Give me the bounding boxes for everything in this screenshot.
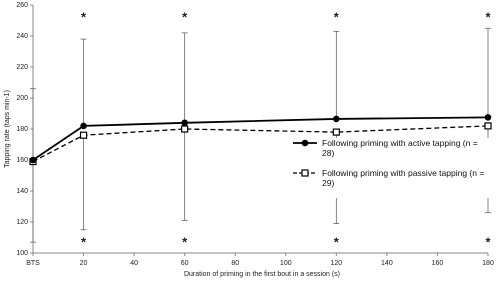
legend-item: Following priming with active tapping (n…	[292, 138, 492, 158]
significance-marker: *	[334, 9, 340, 24]
x-tick-label: BTS	[26, 260, 40, 267]
y-tick-label: 240	[16, 33, 28, 40]
x-tick-label: 60	[181, 260, 189, 267]
x-tick-label: 120	[330, 260, 342, 267]
significance-marker: *	[485, 234, 491, 249]
significance-marker: *	[485, 9, 491, 24]
y-tick-label: 140	[16, 188, 28, 195]
significance-marker: *	[334, 234, 340, 249]
y-axis-title: Tapping rate (taps min-1)	[4, 90, 11, 168]
data-point	[181, 125, 189, 133]
data-point	[80, 122, 87, 130]
legend-label: Following priming with passive tapping (…	[322, 168, 485, 188]
x-tick-label: 180	[482, 260, 494, 267]
legend-item: Following priming with passive tapping (…	[292, 168, 492, 188]
data-point	[29, 156, 37, 164]
error-bar	[333, 30, 340, 119]
x-tick-label: 140	[381, 260, 393, 267]
x-tick-label: 20	[80, 260, 88, 267]
error-bar	[30, 88, 36, 160]
legend-marker	[301, 139, 309, 147]
x-tick-label: 100	[280, 260, 292, 267]
significance-marker: *	[182, 9, 188, 24]
error-bar	[181, 32, 188, 123]
y-tick-label: 120	[16, 219, 28, 226]
x-axis-title: Duration of priming in the first bout in…	[184, 271, 340, 278]
data-point	[484, 122, 492, 130]
y-tick-label: 200	[16, 95, 28, 102]
data-point	[332, 128, 340, 136]
y-tick-label: 220	[16, 64, 28, 71]
legend: Following priming with active tapping (n…	[292, 138, 492, 198]
error-bar	[80, 38, 87, 126]
x-tick-label: 80	[231, 260, 239, 267]
y-tick-label: 160	[16, 157, 28, 164]
legend-label: Following priming with active tapping (n…	[322, 138, 478, 158]
error-bar	[181, 129, 188, 221]
y-tick-label: 180	[16, 126, 28, 133]
data-point	[484, 114, 492, 121]
error-bar	[80, 135, 87, 231]
significance-marker: *	[182, 234, 188, 249]
data-point	[181, 119, 188, 127]
y-tick-label: 100	[16, 250, 28, 257]
legend-swatch	[293, 139, 317, 147]
error-bar	[30, 161, 36, 243]
x-tick-label: 160	[432, 260, 444, 267]
x-tick-label: 40	[130, 260, 138, 267]
y-tick-label: 260	[16, 2, 28, 9]
data-point	[79, 131, 88, 139]
significance-marker: *	[81, 9, 87, 24]
significance-marker: *	[81, 234, 87, 249]
legend-swatch	[293, 169, 317, 177]
data-point	[333, 115, 340, 123]
series-line	[32, 125, 489, 163]
error-bar	[485, 27, 491, 118]
legend-marker	[301, 169, 309, 177]
